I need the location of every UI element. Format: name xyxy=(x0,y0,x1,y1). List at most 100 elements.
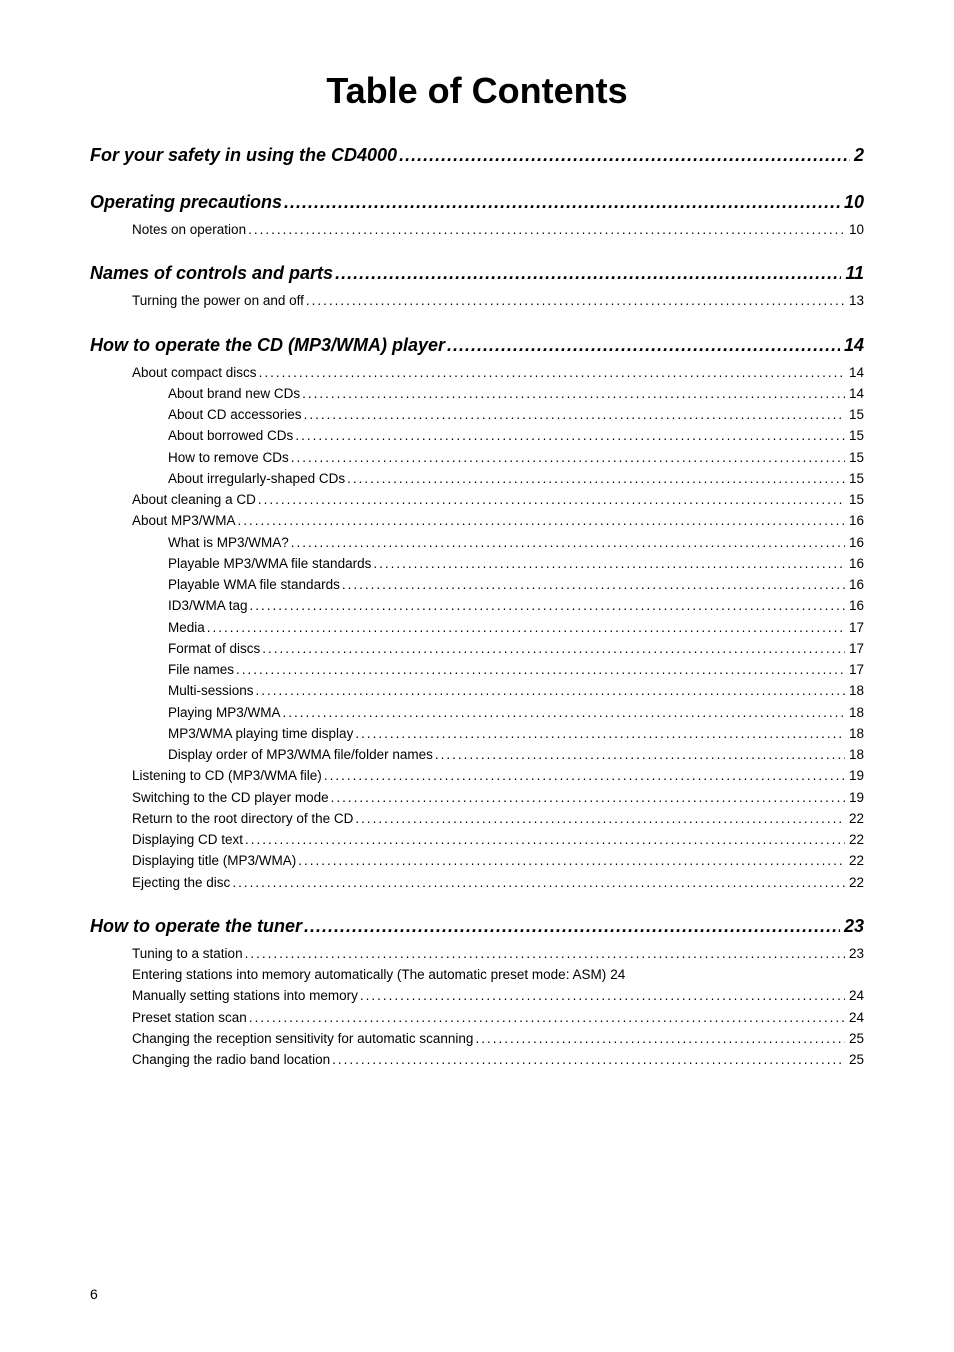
toc-leader-dots: ........................................… xyxy=(330,1050,845,1070)
toc-leader-dots: ........................................… xyxy=(282,189,840,216)
page-title: Table of Contents xyxy=(90,70,864,112)
toc-entry: MP3/WMA playing time display............… xyxy=(90,724,864,744)
toc-entry: Displaying CD text .....................… xyxy=(90,830,864,850)
toc-entry: About cleaning a CD.....................… xyxy=(90,490,864,510)
toc-entry: Changing the radio band location .......… xyxy=(90,1050,864,1070)
toc-entry: About irregularly-shaped CDs ...........… xyxy=(90,469,864,489)
toc-label: What is MP3/WMA? xyxy=(168,533,289,553)
toc-leader-dots: ........................................… xyxy=(293,426,845,446)
toc-leader-dots: ........................................… xyxy=(289,533,845,553)
toc-label: About cleaning a CD xyxy=(132,490,256,510)
toc-label: Displaying title (MP3/WMA) xyxy=(132,851,296,871)
toc-page: 18 xyxy=(845,681,864,701)
toc-leader-dots: ........................................… xyxy=(445,332,840,359)
toc-page: 10 xyxy=(845,220,864,240)
toc-label: Playable WMA file standards xyxy=(168,575,340,595)
toc-page: 17 xyxy=(845,618,864,638)
toc-entry: Entering stations into memory automatica… xyxy=(90,965,864,985)
toc-page: 19 xyxy=(845,766,864,786)
toc-page: 15 xyxy=(845,469,864,489)
toc-page: 24 xyxy=(845,1008,864,1028)
toc-entry: Tuning to a station ....................… xyxy=(90,944,864,964)
toc-page: 25 xyxy=(845,1029,864,1049)
toc-leader-dots: ........................................… xyxy=(230,873,845,893)
toc-leader-dots: ........................................… xyxy=(300,384,845,404)
toc-leader-dots: ........................................… xyxy=(302,913,840,940)
toc-label: Manually setting stations into memory xyxy=(132,986,358,1006)
toc-entry: Listening to CD (MP3/WMA file)..........… xyxy=(90,766,864,786)
toc-label: MP3/WMA playing time display xyxy=(168,724,353,744)
toc-page: 24 xyxy=(845,986,864,1006)
toc-entry: Displaying title (MP3/WMA)..............… xyxy=(90,851,864,871)
toc-label: Preset station scan xyxy=(132,1008,247,1028)
toc-leader-dots: ........................................… xyxy=(246,220,845,240)
toc-leader-dots: ........................................… xyxy=(243,830,845,850)
toc-entry: About compact discs ....................… xyxy=(90,363,864,383)
toc-leader-dots: ........................................… xyxy=(397,142,850,169)
toc-leader-dots: ........................................… xyxy=(473,1029,845,1049)
toc-page: 10 xyxy=(840,189,864,216)
toc-page: 18 xyxy=(845,703,864,723)
toc-page: 15 xyxy=(845,426,864,446)
toc-label: Display order of MP3/WMA file/folder nam… xyxy=(168,745,433,765)
toc-page: 24 xyxy=(606,965,625,985)
toc-page: 22 xyxy=(845,873,864,893)
toc-label: Playing MP3/WMA xyxy=(168,703,281,723)
page-number: 6 xyxy=(90,1286,98,1302)
toc-page: 15 xyxy=(845,490,864,510)
toc-page: 18 xyxy=(845,724,864,744)
toc-page: 16 xyxy=(845,511,864,531)
toc-entry: Media ..................................… xyxy=(90,618,864,638)
toc-entry: Ejecting the disc ......................… xyxy=(90,873,864,893)
toc-entry: What is MP3/WMA? .......................… xyxy=(90,533,864,553)
toc-entry: Display order of MP3/WMA file/folder nam… xyxy=(90,745,864,765)
toc-page: 16 xyxy=(845,554,864,574)
toc-entry: About brand new CDs ....................… xyxy=(90,384,864,404)
toc-leader-dots: ........................................… xyxy=(247,1008,845,1028)
toc-label: Media xyxy=(168,618,205,638)
toc-leader-dots: ........................................… xyxy=(302,405,845,425)
toc-label: About brand new CDs xyxy=(168,384,300,404)
toc-leader-dots: ........................................… xyxy=(358,986,845,1006)
toc-leader-dots: ........................................… xyxy=(281,703,845,723)
toc-page: 23 xyxy=(840,913,864,940)
toc-page: 15 xyxy=(845,405,864,425)
toc-page: 17 xyxy=(845,639,864,659)
toc-label: Turning the power on and off xyxy=(132,291,304,311)
toc-entry: Operating precautions...................… xyxy=(90,189,864,216)
toc-leader-dots: ........................................… xyxy=(256,490,845,510)
toc-page: 2 xyxy=(850,142,864,169)
toc-leader-dots: ........................................… xyxy=(296,851,845,871)
toc-label: Return to the root directory of the CD xyxy=(132,809,353,829)
toc-page: 16 xyxy=(845,533,864,553)
toc-entry: How to operate the CD (MP3/WMA) player .… xyxy=(90,332,864,359)
toc-entry: Manually setting stations into memory ..… xyxy=(90,986,864,1006)
toc-page: 23 xyxy=(845,944,864,964)
toc-entry: About borrowed CDs .....................… xyxy=(90,426,864,446)
toc-page: 14 xyxy=(845,384,864,404)
toc-page: 16 xyxy=(845,575,864,595)
toc-label: Format of discs xyxy=(168,639,260,659)
toc-page: 17 xyxy=(845,660,864,680)
toc-leader-dots: ........................................… xyxy=(205,618,845,638)
toc-entry: Changing the reception sensitivity for a… xyxy=(90,1029,864,1049)
toc-label: Listening to CD (MP3/WMA file) xyxy=(132,766,322,786)
toc-entry: Names of controls and parts.............… xyxy=(90,260,864,287)
toc-label: About CD accessories xyxy=(168,405,302,425)
toc-page: 22 xyxy=(845,809,864,829)
toc-entry: Return to the root directory of the CD..… xyxy=(90,809,864,829)
toc-leader-dots: ........................................… xyxy=(371,554,845,574)
toc-leader-dots: ........................................… xyxy=(236,511,845,531)
toc-label: Operating precautions xyxy=(90,189,282,216)
toc-leader-dots: ........................................… xyxy=(333,260,841,287)
toc-label: Notes on operation xyxy=(132,220,246,240)
toc-entry: For your safety in using the CD4000.....… xyxy=(90,142,864,169)
toc-label: Names of controls and parts xyxy=(90,260,333,287)
toc-entry: Multi-sessions .........................… xyxy=(90,681,864,701)
toc-entry: How to remove CDs ......................… xyxy=(90,448,864,468)
toc-label: Changing the radio band location xyxy=(132,1050,330,1070)
toc-page: 22 xyxy=(845,830,864,850)
toc-entry: About CD accessories....................… xyxy=(90,405,864,425)
toc-label: Switching to the CD player mode xyxy=(132,788,329,808)
toc-entry: Playable MP3/WMA file standards ........… xyxy=(90,554,864,574)
